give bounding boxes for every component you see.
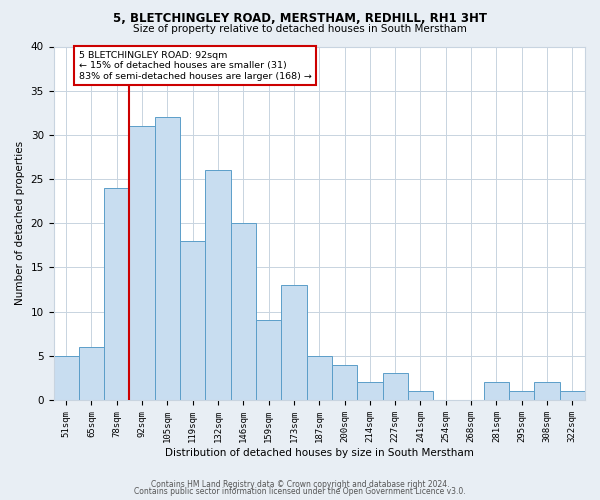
- Bar: [205, 170, 230, 400]
- Bar: [180, 241, 205, 400]
- Bar: [408, 391, 433, 400]
- Bar: [357, 382, 383, 400]
- Y-axis label: Number of detached properties: Number of detached properties: [15, 141, 25, 306]
- Text: 5, BLETCHINGLEY ROAD, MERSTHAM, REDHILL, RH1 3HT: 5, BLETCHINGLEY ROAD, MERSTHAM, REDHILL,…: [113, 12, 487, 26]
- Bar: [256, 320, 281, 400]
- Bar: [130, 126, 155, 400]
- Text: Size of property relative to detached houses in South Merstham: Size of property relative to detached ho…: [133, 24, 467, 34]
- Bar: [509, 391, 535, 400]
- Bar: [230, 223, 256, 400]
- Bar: [560, 391, 585, 400]
- Text: Contains HM Land Registry data © Crown copyright and database right 2024.: Contains HM Land Registry data © Crown c…: [151, 480, 449, 489]
- Bar: [281, 285, 307, 400]
- Bar: [79, 347, 104, 400]
- Text: 5 BLETCHINGLEY ROAD: 92sqm
← 15% of detached houses are smaller (31)
83% of semi: 5 BLETCHINGLEY ROAD: 92sqm ← 15% of deta…: [79, 51, 312, 80]
- Bar: [535, 382, 560, 400]
- X-axis label: Distribution of detached houses by size in South Merstham: Distribution of detached houses by size …: [165, 448, 474, 458]
- Bar: [332, 364, 357, 400]
- Text: Contains public sector information licensed under the Open Government Licence v3: Contains public sector information licen…: [134, 487, 466, 496]
- Bar: [53, 356, 79, 400]
- Bar: [104, 188, 130, 400]
- Bar: [307, 356, 332, 400]
- Bar: [484, 382, 509, 400]
- Bar: [155, 117, 180, 400]
- Bar: [383, 374, 408, 400]
